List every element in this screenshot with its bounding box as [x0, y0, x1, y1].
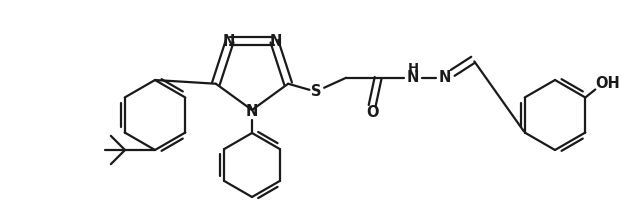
Text: S: S [311, 84, 321, 99]
Text: N: N [407, 70, 419, 85]
Text: O: O [366, 105, 378, 120]
Text: N: N [439, 70, 451, 85]
Text: N: N [246, 104, 258, 118]
Text: OH: OH [595, 76, 620, 91]
Text: N: N [269, 34, 282, 49]
Text: N: N [223, 34, 235, 49]
Text: H: H [408, 62, 419, 75]
